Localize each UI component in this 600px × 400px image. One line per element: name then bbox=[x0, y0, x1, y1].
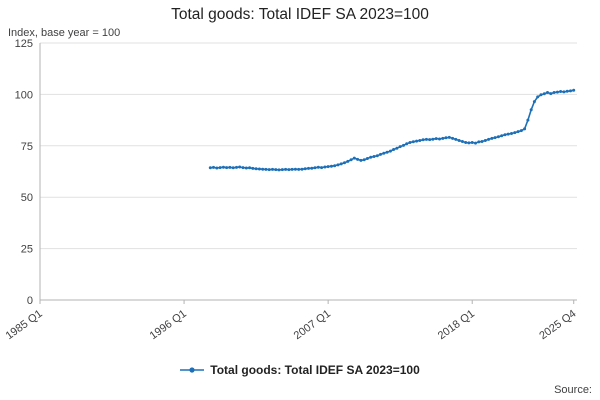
legend-label: Total goods: Total IDEF SA 2023=100 bbox=[210, 363, 420, 377]
legend-line-marker-icon bbox=[180, 367, 205, 373]
legend: Total goods: Total IDEF SA 2023=100 bbox=[0, 363, 600, 377]
x-axis-ticks: 1985 Q1 1996 Q1 2007 Q1 2018 Q1 2025 Q4 bbox=[4, 300, 578, 343]
svg-text:1985 Q1: 1985 Q1 bbox=[4, 308, 45, 343]
axes bbox=[39, 43, 577, 301]
line-chart-plot-area: 0 25 50 75 100 125 1985 Q1 1996 Q1 2007 Q1 2018 Q… bbox=[4, 38, 579, 343]
svg-text:25: 25 bbox=[21, 244, 33, 256]
svg-text:100: 100 bbox=[15, 89, 33, 101]
source-label: Source: bbox=[554, 384, 592, 396]
data-line bbox=[210, 89, 574, 171]
svg-text:2025 Q4: 2025 Q4 bbox=[537, 308, 578, 343]
gridlines bbox=[40, 42, 577, 301]
chart-title: Total goods: Total IDEF SA 2023=100 bbox=[171, 6, 429, 23]
svg-text:75: 75 bbox=[21, 141, 33, 153]
svg-text:0: 0 bbox=[27, 295, 33, 307]
svg-text:2018 Q1: 2018 Q1 bbox=[436, 308, 477, 343]
svg-text:125: 125 bbox=[15, 38, 33, 50]
svg-text:50: 50 bbox=[21, 192, 33, 204]
svg-text:1996 Q1: 1996 Q1 bbox=[148, 308, 189, 343]
data-point-markers bbox=[208, 88, 576, 172]
y-axis-tick-labels: 0 25 50 75 100 125 bbox=[15, 38, 33, 307]
y-axis-unit-label: Index, base year = 100 bbox=[8, 27, 121, 39]
svg-text:2007 Q1: 2007 Q1 bbox=[292, 308, 333, 343]
